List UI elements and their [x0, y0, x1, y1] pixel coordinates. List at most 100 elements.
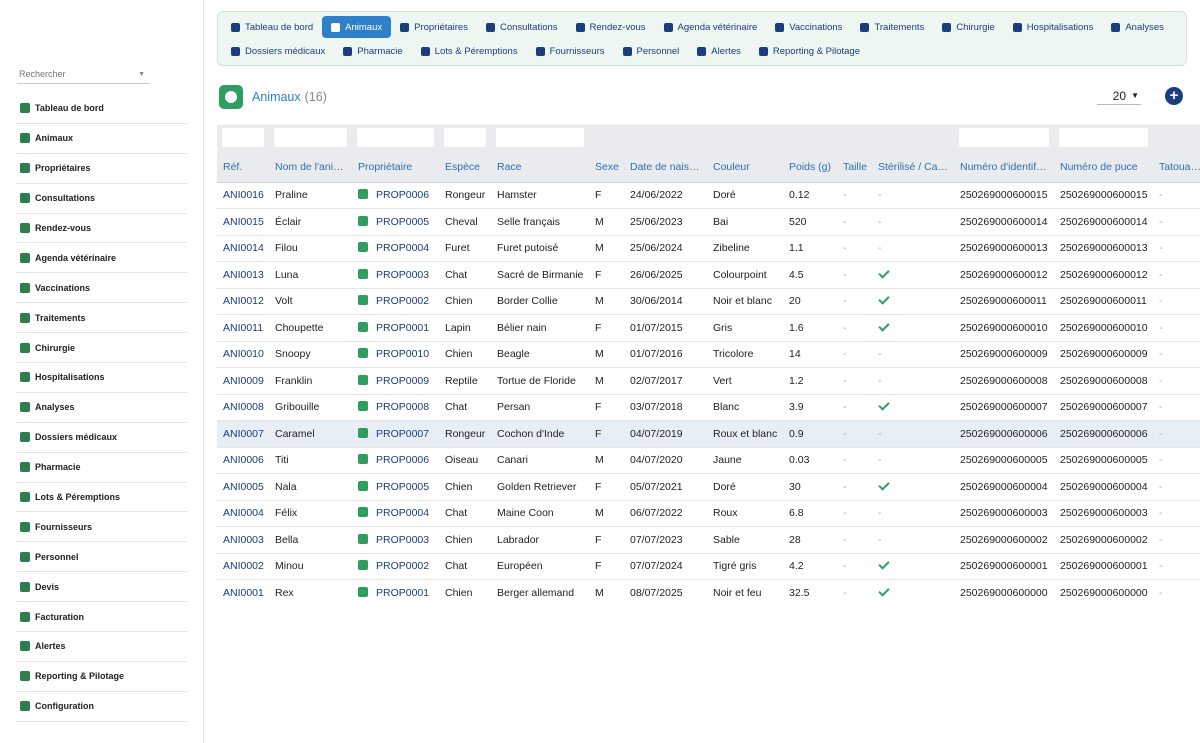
sidebar-item-15[interactable]: Personnel — [16, 542, 187, 573]
sidebar-item-12[interactable]: Pharmacie — [16, 453, 187, 483]
cell-owner[interactable]: PROP0003 — [352, 526, 439, 554]
column-filter-input[interactable] — [357, 128, 434, 147]
cell-owner[interactable]: PROP0001 — [352, 579, 439, 606]
column-header[interactable]: Espèce — [439, 153, 491, 183]
column-filter-input[interactable] — [959, 128, 1049, 147]
cell-ref[interactable]: ANI0010 — [217, 341, 269, 368]
cell-owner[interactable]: PROP0006 — [352, 447, 439, 474]
tab-row2-2[interactable]: Lots & Péremptions — [412, 40, 527, 62]
owner-link[interactable]: PROP0005 — [376, 215, 430, 228]
sidebar-item-8[interactable]: Chirurgie — [16, 333, 187, 364]
cell-owner[interactable]: PROP0002 — [352, 288, 439, 315]
tab-row2-0[interactable]: Dossiers médicaux — [222, 40, 334, 62]
sidebar-item-13[interactable]: Lots & Péremptions — [16, 483, 187, 513]
cell-ref[interactable]: ANI0008 — [217, 394, 269, 421]
cell-ref[interactable]: ANI0009 — [217, 367, 269, 395]
cell-ref[interactable]: ANI0011 — [217, 314, 269, 342]
search-select[interactable]: ▼ — [17, 67, 149, 84]
cell-owner[interactable]: PROP0010 — [352, 341, 439, 368]
tab-row1-10[interactable]: Analyses — [1102, 16, 1173, 38]
cell-owner[interactable]: PROP0001 — [352, 314, 439, 342]
column-header[interactable]: Date de nais… — [624, 153, 707, 183]
cell-ref[interactable]: ANI0013 — [217, 261, 269, 289]
chevron-down-icon[interactable]: ▼ — [138, 71, 145, 78]
cell-owner[interactable]: PROP0008 — [352, 394, 439, 421]
sidebar-item-0[interactable]: Tableau de bord — [16, 94, 187, 124]
add-animal-button[interactable]: + — [1165, 87, 1183, 105]
table-row[interactable]: ANI0003 Bella PROP0003 Chien Labrador F 07/07/… — [217, 526, 1200, 554]
owner-link[interactable]: PROP0009 — [376, 374, 430, 387]
table-row[interactable]: ANI0011 Choupette PROP0001 Lapin Bélier nain… — [217, 314, 1200, 342]
owner-link[interactable]: PROP0007 — [376, 427, 430, 440]
sidebar-item-9[interactable]: Hospitalisations — [16, 363, 187, 393]
sidebar-item-4[interactable]: Rendez-vous — [16, 214, 187, 244]
cell-ref[interactable]: ANI0003 — [217, 526, 269, 554]
sidebar-item-10[interactable]: Analyses — [16, 393, 187, 423]
sidebar-item-20[interactable]: Configuration — [16, 692, 187, 722]
sidebar-item-3[interactable]: Consultations — [16, 184, 187, 214]
column-filter-input[interactable] — [1059, 128, 1148, 147]
column-header[interactable]: Nom de l'ani… — [269, 153, 352, 183]
cell-owner[interactable]: PROP0006 — [352, 182, 439, 209]
owner-link[interactable]: PROP0003 — [376, 268, 430, 281]
cell-ref[interactable]: ANI0014 — [217, 235, 269, 262]
owner-link[interactable]: PROP0008 — [376, 401, 430, 414]
tab-row2-6[interactable]: Reporting & Pilotage — [750, 40, 869, 62]
sidebar-item-18[interactable]: Alertes — [16, 632, 187, 662]
tab-row1-2[interactable]: Propriétaires — [391, 16, 477, 38]
cell-owner[interactable]: PROP0005 — [352, 473, 439, 501]
owner-link[interactable]: PROP0006 — [376, 454, 430, 467]
cell-ref[interactable]: ANI0015 — [217, 208, 269, 236]
sidebar-item-19[interactable]: Reporting & Pilotage — [16, 662, 187, 692]
sidebar-item-2[interactable]: Propriétaires — [16, 154, 187, 184]
cell-ref[interactable]: ANI0004 — [217, 500, 269, 527]
column-header[interactable]: Numéro d'identif… — [954, 153, 1054, 183]
sidebar-item-5[interactable]: Agenda vétérinaire — [16, 243, 187, 274]
owner-link[interactable]: PROP0001 — [376, 586, 430, 599]
tab-row1-9[interactable]: Hospitalisations — [1004, 16, 1103, 38]
tab-row2-3[interactable]: Fournisseurs — [527, 40, 614, 62]
owner-link[interactable]: PROP0010 — [376, 348, 430, 361]
table-row[interactable]: ANI0006 Titi PROP0006 Oiseau Canari M 04/07/20… — [217, 447, 1200, 474]
cell-ref[interactable]: ANI0016 — [217, 182, 269, 209]
owner-link[interactable]: PROP0004 — [376, 242, 430, 255]
column-filter-input[interactable] — [274, 128, 347, 147]
sidebar-item-1[interactable]: Animaux — [16, 124, 187, 154]
column-filter-input[interactable] — [496, 128, 584, 147]
table-row[interactable]: ANI0005 Nala PROP0005 Chien Golden Retriever… — [217, 473, 1200, 501]
cell-owner[interactable]: PROP0005 — [352, 208, 439, 236]
owner-link[interactable]: PROP0001 — [376, 321, 430, 334]
tab-row1-0[interactable]: Tableau de bord — [222, 16, 322, 38]
sidebar-item-14[interactable]: Fournisseurs — [16, 512, 187, 543]
owner-link[interactable]: PROP0002 — [376, 560, 430, 573]
column-header[interactable]: Propriétaire — [352, 153, 439, 183]
cell-owner[interactable]: PROP0002 — [352, 553, 439, 580]
column-filter-input[interactable] — [222, 128, 264, 147]
tab-row1-4[interactable]: Rendez-vous — [567, 16, 655, 38]
owner-link[interactable]: PROP0004 — [376, 507, 430, 520]
sidebar-item-11[interactable]: Dossiers médicaux — [16, 423, 187, 453]
sidebar-item-7[interactable]: Traitements — [16, 303, 187, 334]
tab-row1-7[interactable]: Traitements — [851, 16, 933, 38]
column-header[interactable]: Stérilisé / Ca… — [872, 153, 954, 183]
column-header[interactable]: Race — [491, 153, 589, 183]
sidebar-item-16[interactable]: Devis — [16, 572, 187, 603]
column-header[interactable]: Poids (g) — [783, 153, 837, 183]
column-header[interactable]: Sexe — [589, 153, 624, 183]
table-row[interactable]: ANI0016 Praline PROP0006 Rongeur Hamster F 24/… — [217, 182, 1200, 209]
column-header[interactable]: Tatoua… — [1153, 153, 1200, 183]
table-row[interactable]: ANI0015 Éclair PROP0005 Cheval Selle françai… — [217, 208, 1200, 236]
cell-ref[interactable]: ANI0005 — [217, 473, 269, 501]
table-row[interactable]: ANI0012 Volt PROP0002 Chien Border Collie M 30… — [217, 288, 1200, 315]
cell-ref[interactable]: ANI0007 — [217, 420, 269, 448]
cell-owner[interactable]: PROP0007 — [352, 420, 439, 448]
cell-owner[interactable]: PROP0003 — [352, 261, 439, 289]
table-row[interactable]: ANI0008 Gribouille PROP0008 Chat Persan F 03/0… — [217, 394, 1200, 421]
table-row[interactable]: ANI0010 Snoopy PROP0010 Chien Beagle M 01/07/2… — [217, 341, 1200, 368]
column-header[interactable]: Taille — [837, 153, 872, 183]
cell-owner[interactable]: PROP0004 — [352, 235, 439, 262]
sidebar-item-6[interactable]: Vaccinations — [16, 273, 187, 304]
column-header[interactable]: Numéro de puce — [1054, 153, 1153, 183]
column-header[interactable]: Réf. — [217, 153, 269, 183]
cell-ref[interactable]: ANI0001 — [217, 579, 269, 606]
